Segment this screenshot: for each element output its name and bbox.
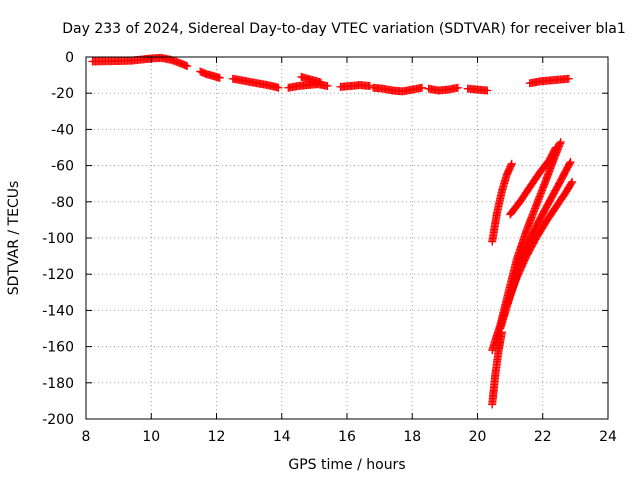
data-point — [323, 81, 332, 90]
y-tick-label: 0 — [65, 50, 74, 66]
data-point — [564, 74, 573, 83]
data-point — [274, 83, 283, 92]
x-tick-label: 12 — [208, 429, 226, 445]
data-point — [183, 62, 192, 71]
x-axis-label: GPS time / hours — [288, 457, 405, 473]
y-tick-label: -20 — [51, 86, 74, 102]
x-tick-label: 10 — [142, 429, 160, 445]
data-point — [556, 138, 565, 147]
data-point — [566, 157, 575, 166]
data-point — [453, 83, 462, 92]
data-point — [507, 159, 516, 168]
x-tick-label: 16 — [338, 429, 356, 445]
data-point — [565, 159, 574, 168]
y-tick-label: -200 — [42, 412, 74, 428]
data-point — [316, 78, 325, 87]
y-tick-label: -160 — [42, 340, 74, 356]
x-tick-label: 8 — [82, 429, 91, 445]
y-tick-label: -140 — [42, 303, 74, 319]
x-tick-label: 22 — [534, 429, 552, 445]
y-tick-label: -100 — [42, 231, 74, 247]
y-tick-label: -60 — [51, 159, 74, 175]
y-tick-label: -180 — [42, 376, 74, 392]
data-point — [215, 73, 224, 82]
data-points — [88, 53, 577, 409]
x-tick-label: 14 — [273, 429, 291, 445]
grid-lines — [86, 57, 608, 419]
y-tick-label: -40 — [51, 122, 74, 138]
axis-ticks: 8 10 12 14 16 18 20 22 24 0 -20 -40 -60 -80 -100 -120 -1… — [42, 50, 617, 445]
data-point — [418, 83, 427, 92]
data-point — [483, 86, 492, 95]
y-tick-label: -80 — [51, 195, 74, 211]
x-tick-label: 18 — [403, 429, 421, 445]
data-point — [567, 179, 576, 188]
x-tick-label: 20 — [469, 429, 487, 445]
x-tick-label: 24 — [599, 429, 617, 445]
chart-title: Day 233 of 2024, Sidereal Day-to-day VTE… — [62, 21, 625, 37]
data-point — [551, 144, 560, 153]
data-point — [551, 143, 560, 152]
y-tick-label: -120 — [42, 267, 74, 283]
y-axis-label: SDTVAR / TECUs — [6, 181, 22, 296]
data-point — [568, 177, 577, 186]
